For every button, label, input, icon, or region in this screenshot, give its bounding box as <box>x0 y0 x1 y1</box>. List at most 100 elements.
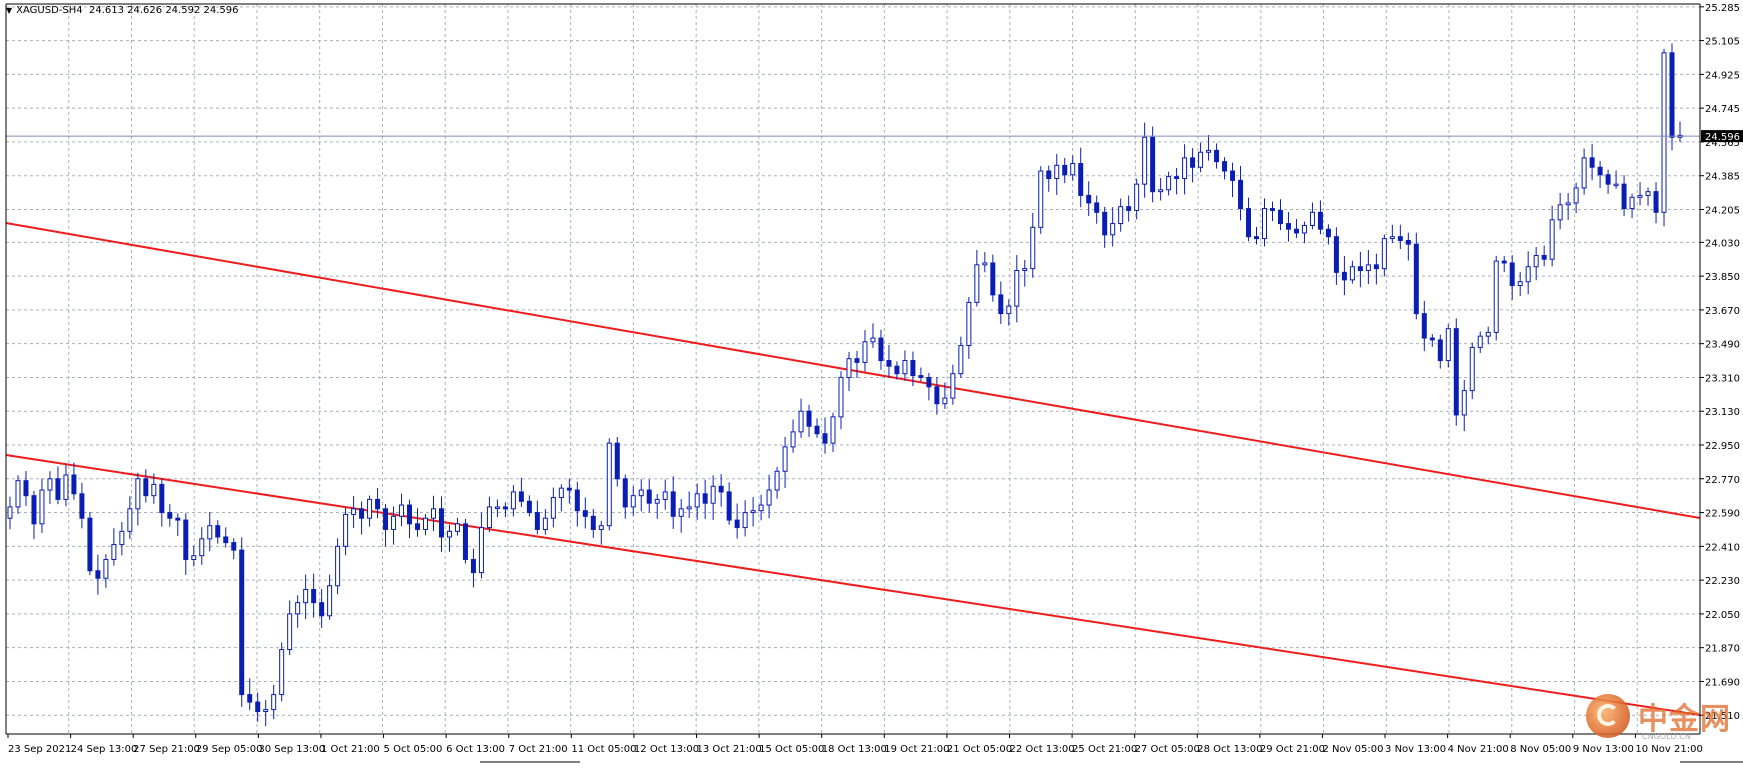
bear-candle-body <box>1214 149 1220 163</box>
candle <box>870 323 876 348</box>
candle <box>1429 334 1435 347</box>
bear-candle-body <box>1509 262 1515 286</box>
candle <box>758 494 764 521</box>
candle <box>854 350 860 379</box>
bull-candle-body <box>790 431 796 448</box>
price-tick-label: 23.670 <box>1705 306 1740 317</box>
candle <box>1389 224 1395 244</box>
bear-candle-body <box>670 491 676 517</box>
price-tick-label: 25.285 <box>1705 3 1740 14</box>
bear-candle-body <box>1413 243 1419 315</box>
bull-candle-body <box>1477 335 1483 348</box>
bull-candle-body <box>598 525 604 530</box>
candle <box>1525 251 1531 295</box>
bull-candle-body <box>742 512 748 529</box>
candle <box>590 509 596 538</box>
candle <box>462 518 468 564</box>
candle <box>742 500 748 537</box>
candle <box>606 438 612 531</box>
candle <box>1597 160 1603 189</box>
bull-candle-body <box>63 474 69 500</box>
triangle-down-icon[interactable]: ▼ <box>6 6 13 15</box>
candle <box>407 499 413 538</box>
candle <box>1022 259 1028 287</box>
bull-candle-body <box>127 508 133 532</box>
bull-candle-body <box>327 585 333 617</box>
bear-candle-body <box>894 365 900 375</box>
candle <box>295 595 301 628</box>
candle <box>1549 205 1555 267</box>
candle <box>454 517 460 536</box>
lower-trendline[interactable] <box>5 454 1701 716</box>
bear-candle-body <box>1293 228 1299 234</box>
bull-candle-body <box>303 589 309 604</box>
candle <box>630 486 636 516</box>
bear-candle-body <box>438 508 444 538</box>
time-tick-label: 22 Oct 13:00 <box>1009 744 1074 755</box>
bear-candle-body <box>79 493 85 519</box>
candle <box>1102 206 1108 248</box>
bear-candle-body <box>1277 209 1283 225</box>
bull-candle-body <box>343 513 349 547</box>
bear-candle-body <box>822 433 828 444</box>
time-tick-label: 4 Nov 21:00 <box>1448 744 1509 755</box>
bull-candle-body <box>902 360 908 375</box>
candle <box>1517 271 1523 297</box>
bull-candle-body <box>1445 328 1451 362</box>
candle <box>1118 198 1124 232</box>
time-tick-label: 19 Oct 21:00 <box>884 744 949 755</box>
bull-candle-body <box>1573 187 1579 204</box>
bear-candle-body <box>734 519 740 529</box>
candle <box>23 471 29 507</box>
candle <box>143 469 149 503</box>
candle <box>766 474 772 519</box>
candle <box>478 512 484 579</box>
candle <box>830 412 836 452</box>
bear-candle-body <box>1421 313 1427 339</box>
candle <box>103 554 109 588</box>
candle <box>79 482 85 529</box>
bull-candle-body <box>1014 269 1020 307</box>
candle <box>1054 153 1060 195</box>
bear-candle-body <box>1062 164 1068 176</box>
bear-candle-body <box>231 542 237 551</box>
bull-candle-body <box>846 358 852 378</box>
candle <box>1373 253 1379 285</box>
candle <box>1150 126 1156 203</box>
bull-candle-body <box>199 538 205 557</box>
bear-candle-body <box>926 376 932 388</box>
grid <box>6 4 1700 734</box>
candle <box>1365 249 1371 285</box>
price-tick-label: 21.510 <box>1705 711 1740 722</box>
candle <box>287 600 293 656</box>
candle <box>207 511 213 552</box>
upper-trendline[interactable] <box>5 222 1701 519</box>
price-tick-label: 22.050 <box>1705 610 1740 621</box>
candle <box>279 642 285 702</box>
bull-candle-body <box>630 495 636 508</box>
candle <box>1413 232 1419 320</box>
candle <box>1086 181 1092 216</box>
candle <box>215 520 221 544</box>
candle <box>1142 122 1148 198</box>
bull-candle-body <box>478 527 484 574</box>
bull-candle-body <box>47 478 53 491</box>
bear-candle-body <box>854 358 860 363</box>
bear-candle-body <box>311 589 317 604</box>
price-tick-label: 22.590 <box>1705 509 1740 520</box>
candle <box>1126 195 1132 222</box>
axes <box>5 3 1743 763</box>
price-tick-label: 22.410 <box>1705 542 1740 553</box>
bear-candle-body <box>814 425 820 435</box>
candle <box>7 496 13 530</box>
candle <box>430 495 436 532</box>
bull-candle-body <box>1381 238 1387 270</box>
candle <box>574 481 580 527</box>
bull-candle-body <box>1485 331 1491 337</box>
price-tick-label: 24.385 <box>1705 172 1740 183</box>
candle <box>1046 165 1052 192</box>
bear-candle-body <box>518 491 524 502</box>
